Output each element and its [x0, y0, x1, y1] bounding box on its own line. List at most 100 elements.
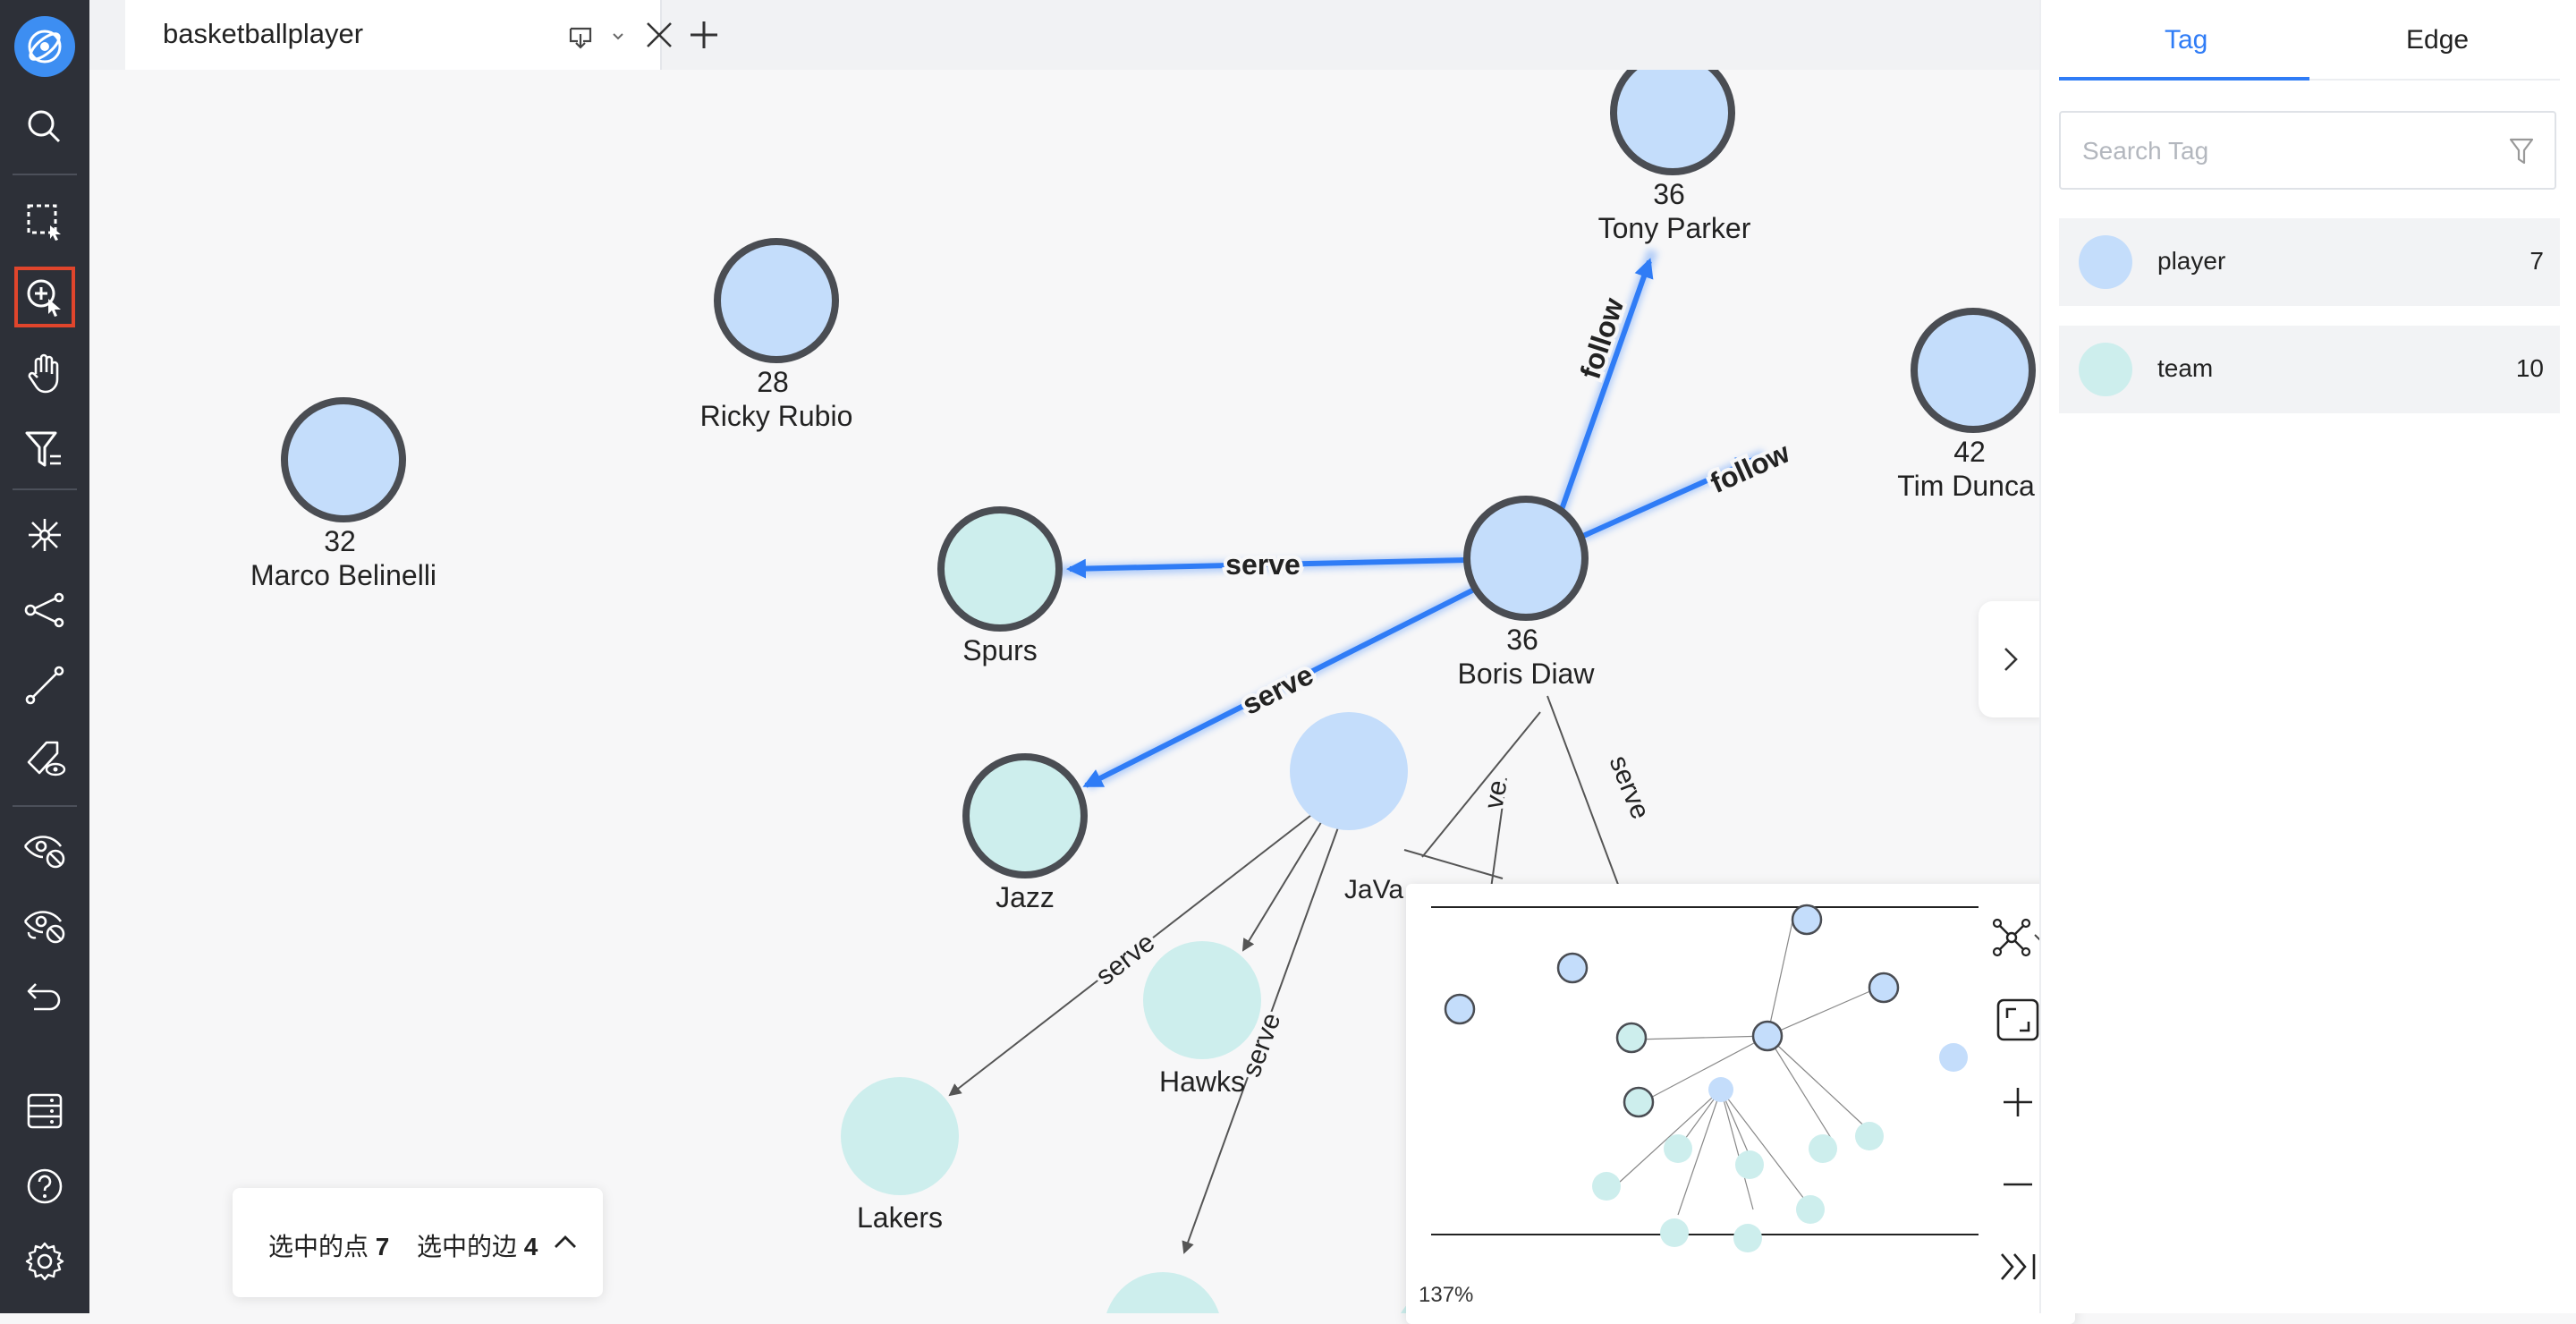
zoom-out-button[interactable] — [1989, 1156, 2046, 1213]
layout-network-icon — [1992, 918, 2045, 957]
tag-row-player[interactable]: player 7 — [2059, 218, 2560, 306]
expand-graph-button[interactable] — [13, 503, 77, 567]
download-icon[interactable] — [567, 23, 594, 50]
hide-reverse-eye-icon — [23, 911, 65, 944]
tab-tag[interactable]: Tag — [2165, 25, 2208, 55]
node-faded-player[interactable] — [1290, 712, 1408, 830]
list-panel-icon — [27, 1093, 63, 1129]
node-lakers[interactable] — [841, 1077, 959, 1195]
node-name-marco: Marco Belinelli — [250, 559, 436, 591]
hand-icon — [28, 353, 59, 394]
zoom-in-button[interactable] — [1989, 1074, 2046, 1131]
node-name-boris: Boris Diaw — [1458, 658, 1596, 690]
graph-svg[interactable]: follow follow serve serve serve serve ve… — [89, 70, 2039, 1313]
box-select-tool-button[interactable] — [13, 190, 77, 254]
tab-basketballplayer[interactable]: basketballplayer — [125, 0, 672, 70]
search-icon — [28, 110, 61, 143]
tag-edge-panel: Tag Edge player 7 team 10 — [2039, 0, 2576, 1313]
edge-follow-tim[interactable] — [1580, 457, 1757, 539]
plus-icon — [2004, 1088, 2032, 1116]
filter-tool-button[interactable] — [13, 417, 77, 481]
collapse-minimap-button[interactable] — [1989, 1238, 2046, 1295]
highlighted-edges — [1055, 249, 1767, 791]
gear-icon — [25, 1242, 64, 1281]
panel-toggle-button[interactable] — [1979, 601, 2043, 717]
node-num-boris: 36 — [1506, 624, 1538, 656]
tab-bar: basketballplayer — [89, 0, 2039, 70]
node-bottom-team-a[interactable] — [1104, 1272, 1222, 1313]
minimap-overview — [1431, 904, 1979, 1252]
edge-hawks[interactable] — [1241, 802, 1334, 952]
hide-unselected-button[interactable] — [13, 891, 77, 955]
network-icon — [29, 519, 61, 551]
edge-label-serve-spurs: serve — [1225, 548, 1301, 581]
edge-serve-jazz[interactable] — [1082, 586, 1478, 788]
filter-icon[interactable] — [2508, 136, 2535, 166]
add-edge-button[interactable] — [13, 653, 77, 717]
tag-row-team[interactable]: team 10 — [2059, 326, 2560, 413]
add-node-cursor-icon — [27, 279, 61, 317]
tab-edge[interactable]: Edge — [2406, 25, 2470, 55]
tag-count: 10 — [2515, 354, 2544, 382]
node-tim-duncan[interactable] — [1911, 308, 2036, 433]
edge-label-follow-tim: follow — [1706, 437, 1794, 500]
edge-faded-right[interactable] — [1403, 849, 1504, 879]
graph-canvas[interactable]: follow follow serve serve serve serve ve… — [89, 70, 2075, 1324]
tag-color-dot — [2079, 235, 2132, 289]
branch-icon — [24, 592, 64, 628]
node-hawks[interactable] — [1143, 941, 1261, 1059]
add-tab-icon[interactable] — [687, 18, 721, 52]
node-jazz[interactable] — [962, 753, 1088, 878]
chevron-down-icon[interactable] — [612, 32, 624, 41]
tag-name: team — [2157, 354, 2214, 382]
node-marco-belinelli[interactable] — [281, 397, 406, 522]
tag-eye-icon — [27, 741, 66, 777]
search-tool-button[interactable] — [13, 95, 77, 159]
edge-label-partial-a: ve — [1479, 778, 1513, 811]
box-select-icon — [27, 204, 61, 241]
fit-view-button[interactable] — [1989, 991, 2046, 1048]
selected-nodes-count: 7 — [375, 1233, 390, 1260]
node-boris-diaw[interactable] — [1463, 496, 1589, 621]
layout-dropdown-button[interactable] — [1989, 909, 2046, 966]
node-tony-parker[interactable] — [1610, 70, 1735, 175]
tag-color-dot — [2079, 343, 2132, 396]
chevron-right-icon — [2004, 648, 2018, 671]
edge-line-icon — [25, 666, 64, 705]
node-ricky-rubio[interactable] — [714, 238, 839, 363]
tab-title: basketballplayer — [163, 18, 364, 49]
node-name-hawks: Hawks — [1159, 1065, 1245, 1098]
minus-icon — [2004, 1183, 2032, 1186]
add-node-tool-button[interactable] — [13, 265, 77, 329]
find-path-button[interactable] — [13, 578, 77, 642]
edge-serve-spurs[interactable] — [1066, 557, 1468, 579]
app-logo[interactable] — [14, 16, 75, 77]
edge-boris-faded[interactable] — [1421, 711, 1541, 858]
hide-eye-icon — [23, 836, 65, 869]
pan-tool-button[interactable] — [13, 342, 77, 406]
node-spurs[interactable] — [937, 506, 1063, 632]
settings-button[interactable] — [13, 1229, 77, 1294]
help-button[interactable] — [13, 1154, 77, 1218]
search-tag-input[interactable] — [2080, 131, 2487, 172]
node-name-spurs: Spurs — [962, 634, 1038, 666]
tag-visibility-button[interactable] — [13, 726, 77, 791]
close-icon[interactable] — [644, 20, 674, 50]
selected-edges-label: 选中的边 — [417, 1233, 518, 1260]
edge-serve-lakers[interactable] — [948, 811, 1316, 1097]
node-label-javale-partial: JaVa — [1344, 875, 1403, 904]
node-num-tony: 36 — [1653, 178, 1685, 210]
chevron-up-icon[interactable] — [553, 1233, 578, 1251]
node-num-marco: 32 — [324, 525, 356, 557]
undo-button[interactable] — [13, 964, 77, 1029]
selection-summary[interactable]: 选中的点 7 选中的边 4 — [233, 1188, 603, 1297]
logo-icon — [28, 30, 62, 64]
minimap[interactable]: 137% — [1406, 884, 2075, 1324]
search-tag-box[interactable] — [2059, 111, 2556, 190]
minimap-zoom-level: 137% — [1419, 1283, 1474, 1307]
selected-edges-count: 4 — [523, 1233, 538, 1260]
hide-selected-button[interactable] — [13, 816, 77, 880]
edge-serve-mid[interactable] — [1182, 817, 1343, 1254]
active-tab-underline — [2059, 77, 2309, 81]
properties-panel-button[interactable] — [13, 1079, 77, 1143]
